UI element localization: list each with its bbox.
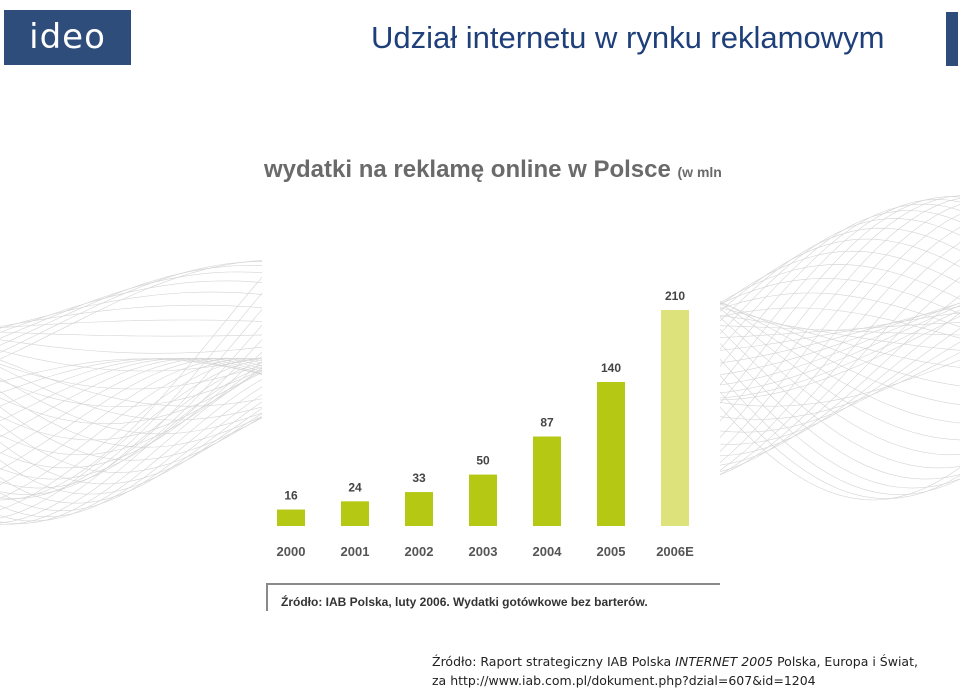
caption-suffix: Polska, Europa i Świat,: [773, 654, 918, 669]
chart-panel: [262, 148, 720, 618]
ideo-logo: ideo: [4, 10, 131, 65]
x-tick-label: 2005: [597, 544, 626, 559]
caption-prefix: Źródło: Raport strategiczny IAB Polska: [432, 654, 676, 669]
bar-data-label: 87: [540, 416, 554, 430]
bar-data-label: 140: [601, 361, 621, 375]
bar-chart: 16 2000 24 2001 33 2002 50 2003 87 2004 140 2005 210…: [277, 289, 695, 559]
bar: [277, 509, 305, 526]
x-tick-label: 2004: [533, 544, 563, 559]
x-tick-label: 2000: [277, 544, 306, 559]
chart-unit-label: (w mln: [677, 164, 722, 180]
source-divider: [266, 583, 720, 585]
caption-italic-title: INTERNET 2005: [675, 654, 774, 669]
header-accent-bar: [946, 12, 958, 66]
source-divider-vertical: [266, 583, 268, 611]
bar: [661, 310, 689, 526]
page-title: Udział internetu w rynku reklamowym: [371, 20, 885, 55]
bar-data-label: 24: [348, 480, 362, 494]
slide-caption: Źródło: Raport strategiczny IAB Polska I…: [432, 652, 918, 690]
bar: [533, 436, 561, 526]
x-tick-label: 2002: [405, 544, 434, 559]
chart-source-note: Źródło: IAB Polska, luty 2006. Wydatki g…: [281, 595, 648, 609]
bar: [469, 474, 497, 526]
chart-title-text: wydatki na reklamę online w Polsce: [264, 156, 671, 183]
bar: [341, 501, 369, 526]
bar-data-label: 50: [476, 454, 490, 468]
bar: [405, 492, 433, 526]
x-tick-label: 2003: [469, 544, 498, 559]
x-tick-label: 2001: [341, 544, 370, 559]
chart-title: wydatki na reklamę online w Polsce (w ml…: [264, 156, 722, 184]
caption-url: za http://www.iab.com.pl/dokument.php?dz…: [432, 673, 816, 688]
x-tick-label: 2006E: [656, 544, 694, 559]
bar-data-label: 210: [665, 289, 685, 303]
bar-data-label: 33: [412, 471, 426, 485]
bar-data-label: 16: [284, 489, 298, 503]
bar: [597, 382, 625, 526]
